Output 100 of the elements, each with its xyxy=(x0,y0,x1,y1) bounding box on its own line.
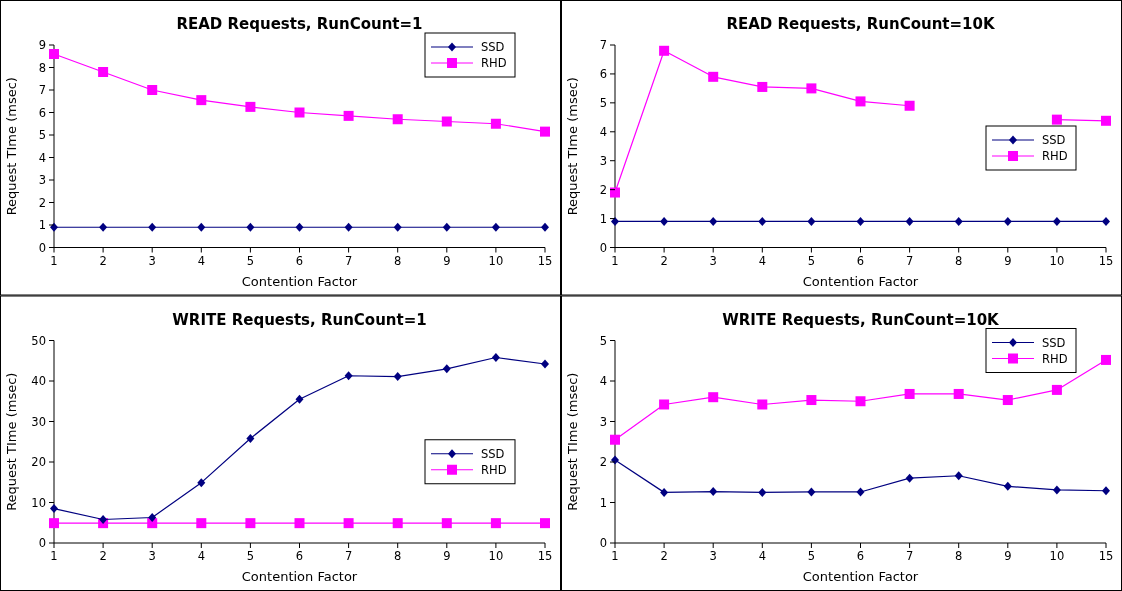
point xyxy=(294,107,305,118)
point xyxy=(393,222,402,232)
x-tick-label: 5 xyxy=(246,549,255,563)
x-tick-label: 5 xyxy=(807,253,816,268)
x-tick-label: 2 xyxy=(99,549,107,563)
point xyxy=(245,518,256,529)
y-axis-title: Request TIme (msec) xyxy=(4,77,19,216)
point xyxy=(905,216,914,226)
x-tick-label: 9 xyxy=(1004,253,1012,268)
y-tick-label: 8 xyxy=(38,60,46,75)
y-tick-label: 40 xyxy=(31,374,46,389)
point xyxy=(953,388,964,399)
y-tick-label: 30 xyxy=(31,414,46,429)
point xyxy=(196,95,207,106)
y-tick-label: 5 xyxy=(599,95,607,110)
point xyxy=(904,100,915,111)
point xyxy=(708,392,719,403)
legend-label: RHD xyxy=(481,56,507,71)
point xyxy=(196,518,207,529)
y-tick-label: 2 xyxy=(599,455,607,470)
point xyxy=(490,518,501,529)
x-tick-label: 10 xyxy=(488,549,504,563)
x-tick-label: 15 xyxy=(537,549,553,563)
x-axis-title: Contention Factor xyxy=(241,273,358,289)
x-axis-title: Contention Factor xyxy=(802,569,919,584)
y-tick-label: 5 xyxy=(599,333,607,348)
point xyxy=(709,487,718,497)
chart-title: READ Requests, RunCount=10K xyxy=(726,15,996,33)
legend-label: RHD xyxy=(481,462,507,477)
x-tick-label: 5 xyxy=(246,253,255,268)
point xyxy=(441,518,452,529)
point xyxy=(660,216,669,226)
point xyxy=(392,114,403,125)
x-tick-label: 9 xyxy=(443,253,451,268)
point xyxy=(709,216,718,226)
point xyxy=(98,67,109,77)
y-tick-label: 1 xyxy=(599,211,607,226)
point xyxy=(659,45,670,56)
point xyxy=(905,473,914,483)
point xyxy=(295,394,304,404)
point xyxy=(49,49,59,59)
point xyxy=(611,455,619,465)
point xyxy=(954,216,963,226)
legend-label: SSD xyxy=(1042,133,1066,148)
x-tick-label: 7 xyxy=(905,549,914,563)
legend-label: RHD xyxy=(1042,149,1068,164)
point xyxy=(491,353,500,363)
y-tick-label: 20 xyxy=(31,455,46,470)
point xyxy=(442,222,451,232)
point xyxy=(491,222,500,232)
point xyxy=(442,364,451,374)
x-tick-label: 10 xyxy=(1049,549,1065,563)
point xyxy=(807,487,816,497)
y-tick-label: 4 xyxy=(38,150,46,165)
point xyxy=(806,83,817,94)
y-tick-label: 1 xyxy=(38,218,46,233)
x-tick-label: 3 xyxy=(709,253,717,268)
y-tick-label: 0 xyxy=(38,536,46,551)
point xyxy=(344,222,353,232)
x-tick-label: 7 xyxy=(344,549,353,563)
y-tick-label: 1 xyxy=(599,495,607,510)
x-tick-label: 8 xyxy=(394,253,402,268)
y-tick-label: 6 xyxy=(38,105,46,120)
x-tick-label: 9 xyxy=(1004,549,1012,563)
point xyxy=(1101,115,1111,126)
x-tick-label: 10 xyxy=(488,253,504,268)
y-tick-label: 3 xyxy=(599,153,607,168)
point xyxy=(392,518,403,529)
x-tick-label: 10 xyxy=(1049,253,1065,268)
y-tick-label: 7 xyxy=(38,83,46,98)
y-tick-label: 5 xyxy=(38,128,46,143)
x-tick-label: 2 xyxy=(660,253,668,268)
point xyxy=(343,518,354,529)
x-tick-label: 5 xyxy=(807,549,816,563)
point xyxy=(344,371,353,381)
point xyxy=(490,118,501,129)
x-tick-label: 15 xyxy=(1098,549,1114,563)
y-tick-label: 0 xyxy=(599,240,607,255)
point xyxy=(1102,486,1110,496)
y-tick-label: 3 xyxy=(38,173,46,188)
point xyxy=(758,216,767,226)
point xyxy=(540,126,550,137)
x-tick-label: 4 xyxy=(758,253,766,268)
y-axis-title: Request TIme (msec) xyxy=(565,77,580,216)
y-tick-label: 0 xyxy=(38,240,46,255)
x-tick-label: 8 xyxy=(394,549,402,563)
x-tick-label: 4 xyxy=(197,253,205,268)
point xyxy=(757,399,768,410)
point xyxy=(856,216,865,226)
point xyxy=(659,399,670,410)
x-tick-label: 1 xyxy=(50,549,58,563)
x-tick-label: 3 xyxy=(148,253,156,268)
point xyxy=(1052,216,1061,226)
y-axis-title: Request TIme (msec) xyxy=(565,372,580,511)
point xyxy=(295,222,304,232)
point xyxy=(246,434,255,444)
point xyxy=(855,96,866,107)
x-tick-label: 6 xyxy=(856,549,865,563)
point xyxy=(540,518,550,529)
point xyxy=(1051,114,1062,125)
